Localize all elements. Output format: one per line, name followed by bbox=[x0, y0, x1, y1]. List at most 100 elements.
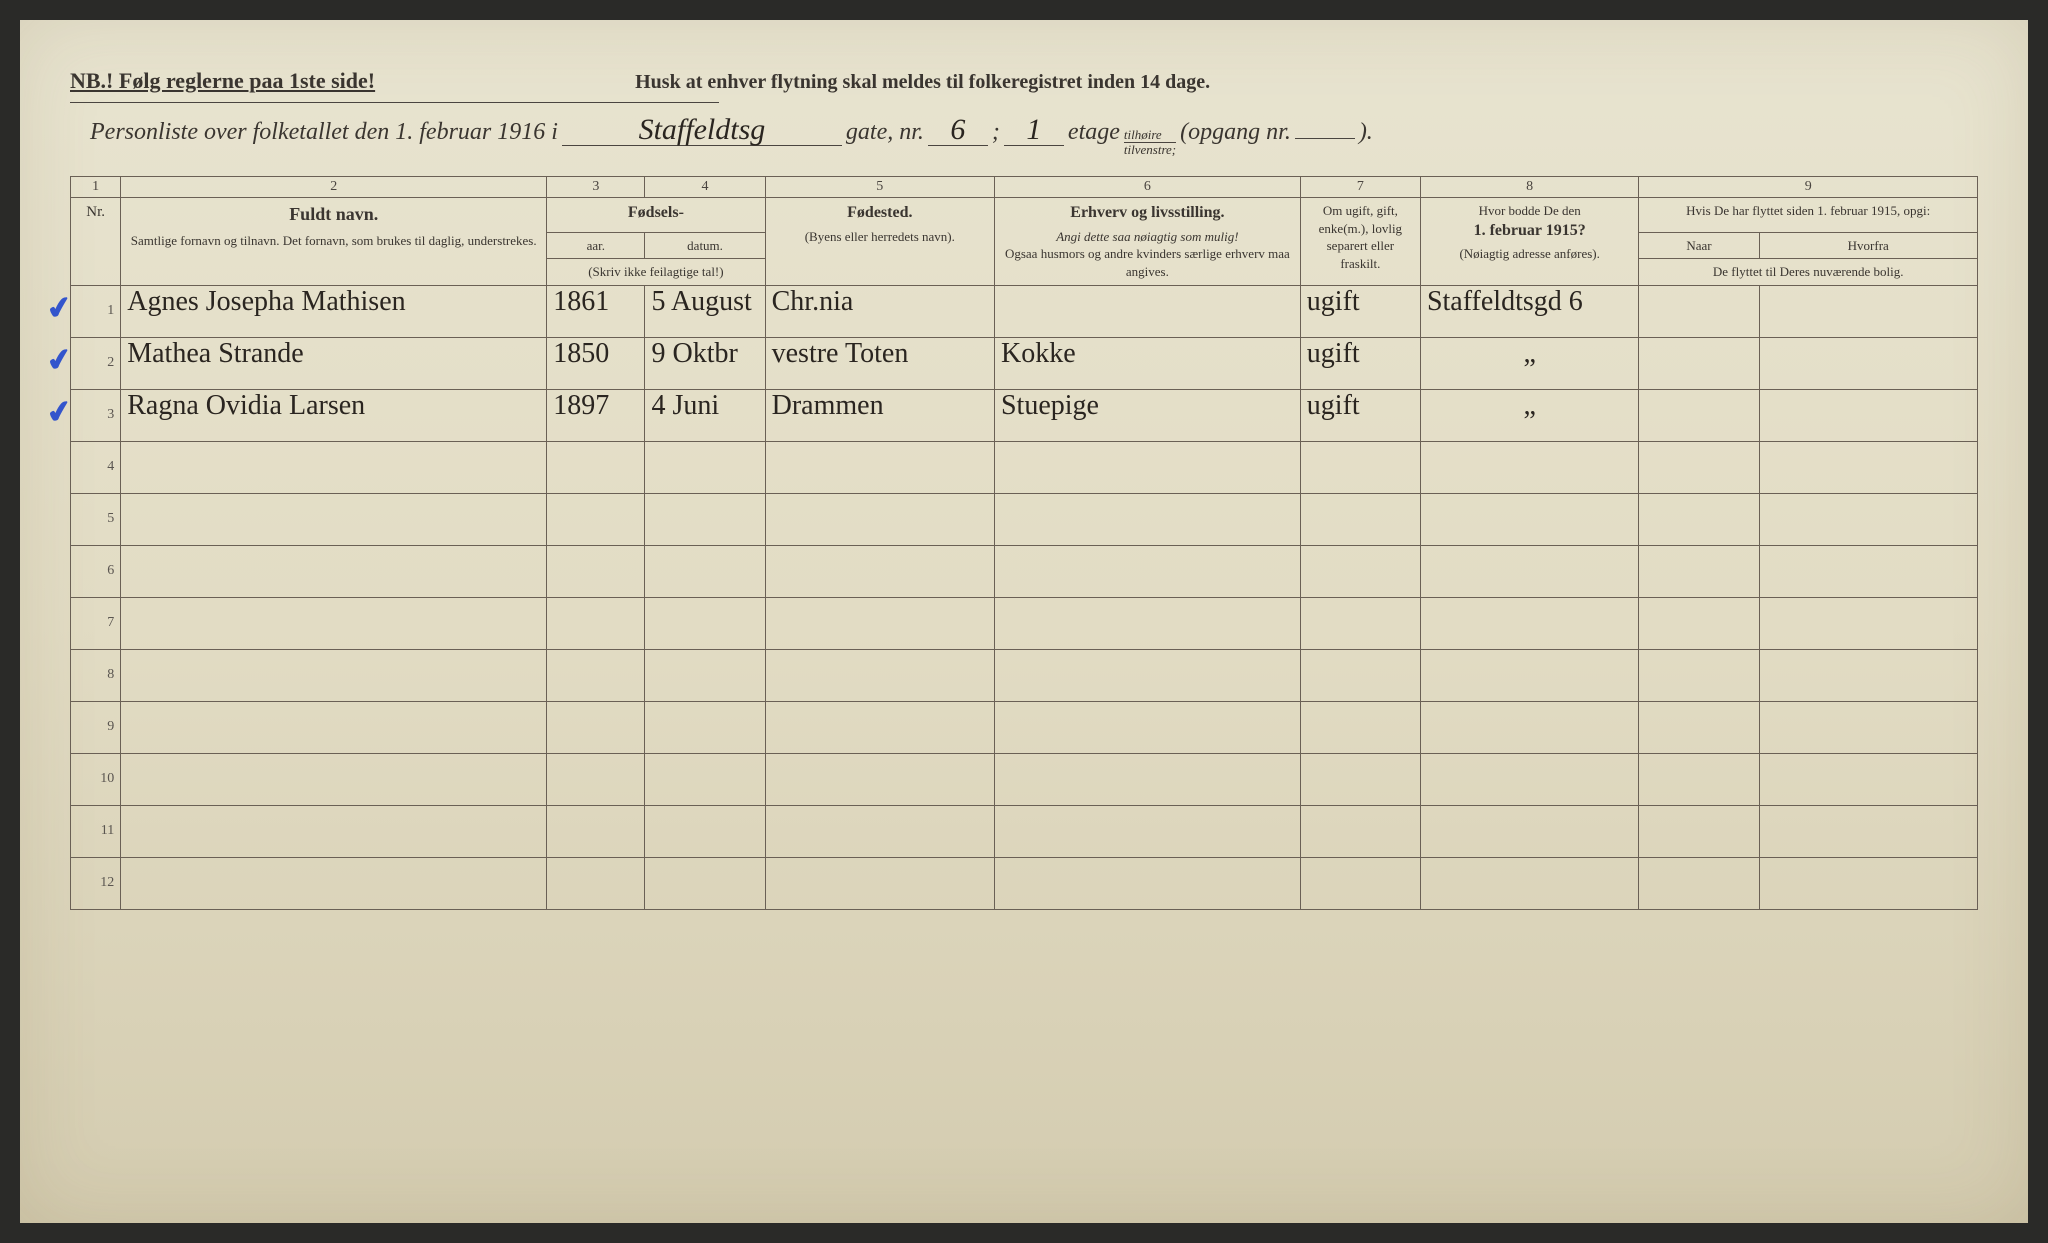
cell-addr1915 bbox=[1420, 753, 1638, 805]
cell-name bbox=[121, 441, 547, 493]
cell-hvorfra bbox=[1759, 649, 1977, 701]
underline-rule bbox=[70, 102, 719, 103]
hdr-datum: datum. bbox=[645, 232, 765, 259]
cell-addr1915 bbox=[1420, 597, 1638, 649]
cell-naar bbox=[1639, 285, 1759, 337]
cell-aar bbox=[547, 701, 645, 753]
cell-hvorfra bbox=[1759, 545, 1977, 597]
cell-name bbox=[121, 805, 547, 857]
cell-fodested: vestre Toten bbox=[765, 337, 994, 389]
cell-name bbox=[121, 753, 547, 805]
checkmark-icon: ✔ bbox=[45, 292, 75, 326]
cell-naar bbox=[1639, 389, 1759, 441]
table-row: 8 bbox=[71, 649, 1978, 701]
data-rows: ✔1Agnes Josepha Mathisen18615 AugustChr.… bbox=[71, 285, 1978, 909]
cell-erhverv: Stuepige bbox=[994, 389, 1300, 441]
opgang-nr-field bbox=[1295, 138, 1355, 139]
cell-naar bbox=[1639, 493, 1759, 545]
cell-naar bbox=[1639, 805, 1759, 857]
cell-naar bbox=[1639, 597, 1759, 649]
cell-fodested bbox=[765, 441, 994, 493]
cell-erhverv bbox=[994, 441, 1300, 493]
cell-addr1915 bbox=[1420, 805, 1638, 857]
table-row: ✔1Agnes Josepha Mathisen18615 AugustChr.… bbox=[71, 285, 1978, 337]
cell-fodested bbox=[765, 753, 994, 805]
gate-nr-field: 6 bbox=[928, 115, 988, 146]
cell-fodested bbox=[765, 805, 994, 857]
cell-civil bbox=[1300, 493, 1420, 545]
cell-civil bbox=[1300, 545, 1420, 597]
cell-addr1915: „ bbox=[1420, 337, 1638, 389]
cell-fodested bbox=[765, 857, 994, 909]
cell-civil bbox=[1300, 805, 1420, 857]
hdr-erhverv-s1: Angi dette saa nøiagtig som mulig! bbox=[1001, 228, 1294, 246]
cell-hvorfra bbox=[1759, 337, 1977, 389]
header-top-line: NB.! Følg reglerne paa 1ste side! Husk a… bbox=[70, 60, 1978, 94]
table-row: 4 bbox=[71, 441, 1978, 493]
table-row: ✔2Mathea Strande18509 Oktbrvestre TotenK… bbox=[71, 337, 1978, 389]
hdr-fodested-big: Fødested. bbox=[772, 202, 988, 224]
header-row-1: Nr. Fuldt navn. Samtlige fornavn og tiln… bbox=[71, 198, 1978, 233]
hdr-erhverv-s2: Ogsaa husmors og andre kvinders særlige … bbox=[1001, 245, 1294, 280]
cell-datum bbox=[645, 545, 765, 597]
table-row: 7 bbox=[71, 597, 1978, 649]
cell-hvorfra bbox=[1759, 285, 1977, 337]
census-form-page: NB.! Følg reglerne paa 1ste side! Husk a… bbox=[20, 20, 2028, 1223]
cell-aar bbox=[547, 493, 645, 545]
cell-name bbox=[121, 545, 547, 597]
hdr-addr1915: Hvor bodde De den 1. februar 1915? (Nøia… bbox=[1420, 198, 1638, 286]
cell-hvorfra bbox=[1759, 441, 1977, 493]
cell-fodested: Drammen bbox=[765, 389, 994, 441]
coln-3: 3 bbox=[547, 177, 645, 198]
cell-aar: 1897 bbox=[547, 389, 645, 441]
cell-fodested bbox=[765, 545, 994, 597]
cell-nr: 4 bbox=[71, 441, 121, 493]
table-row: 6 bbox=[71, 545, 1978, 597]
cell-datum bbox=[645, 493, 765, 545]
cell-erhverv bbox=[994, 597, 1300, 649]
cell-hvorfra bbox=[1759, 857, 1977, 909]
hdr-moved-sub: De flyttet til Deres nuværende bolig. bbox=[1639, 259, 1978, 286]
hdr-hvorfra: Hvorfra bbox=[1759, 232, 1977, 259]
cell-civil: ugift bbox=[1300, 337, 1420, 389]
cell-erhverv bbox=[994, 857, 1300, 909]
coln-5: 5 bbox=[765, 177, 994, 198]
cell-datum bbox=[645, 441, 765, 493]
hdr-naar: Naar bbox=[1639, 232, 1759, 259]
side-fraction: tilhøire tilvenstre; bbox=[1124, 128, 1176, 156]
cell-nr: ✔2 bbox=[71, 337, 121, 389]
coln-4: 4 bbox=[645, 177, 765, 198]
form-title-line: Personliste over folketallet den 1. febr… bbox=[70, 115, 1978, 156]
cell-aar bbox=[547, 753, 645, 805]
cell-addr1915 bbox=[1420, 857, 1638, 909]
cell-name: Mathea Strande bbox=[121, 337, 547, 389]
semicolon: ; bbox=[992, 119, 1000, 146]
cell-aar bbox=[547, 857, 645, 909]
cell-nr: ✔1 bbox=[71, 285, 121, 337]
hdr-civil: Om ugift, gift, enke(m.), lovlig separer… bbox=[1300, 198, 1420, 286]
gate-label: gate, nr. bbox=[846, 119, 924, 146]
cell-hvorfra bbox=[1759, 805, 1977, 857]
reminder-text: Husk at enhver flytning skal meldes til … bbox=[635, 71, 1210, 94]
cell-hvorfra bbox=[1759, 597, 1977, 649]
cell-datum bbox=[645, 857, 765, 909]
hdr-nr: Nr. bbox=[71, 198, 121, 286]
opgang-label: (opgang nr. bbox=[1180, 119, 1291, 146]
cell-datum bbox=[645, 597, 765, 649]
cell-aar bbox=[547, 805, 645, 857]
cell-civil bbox=[1300, 597, 1420, 649]
cell-addr1915: Staffeldtsgd 6 bbox=[1420, 285, 1638, 337]
cell-nr: 12 bbox=[71, 857, 121, 909]
hdr-addr-b: 1. februar 1915? bbox=[1427, 220, 1632, 242]
hdr-fodested: Fødested. (Byens eller herredets navn). bbox=[765, 198, 994, 286]
cell-datum bbox=[645, 649, 765, 701]
cell-datum bbox=[645, 753, 765, 805]
cell-fodested bbox=[765, 493, 994, 545]
street-field: Staffeldtsg bbox=[562, 115, 842, 146]
etage-nr-field: 1 bbox=[1004, 115, 1064, 146]
cell-addr1915: „ bbox=[1420, 389, 1638, 441]
column-number-row: 1 2 3 4 5 6 7 8 9 bbox=[71, 177, 1978, 198]
cell-addr1915 bbox=[1420, 701, 1638, 753]
cell-naar bbox=[1639, 441, 1759, 493]
cell-civil bbox=[1300, 441, 1420, 493]
